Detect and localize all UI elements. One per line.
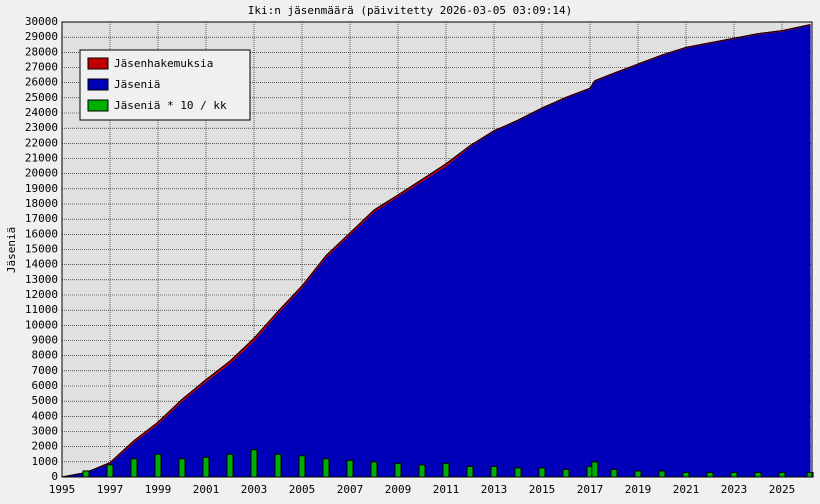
bar [154,453,162,478]
bar [706,471,714,478]
bar [394,462,402,478]
x-tick-label: 2015 [529,483,556,496]
bar [730,471,738,478]
y-tick-label: 29000 [25,30,58,43]
y-tick-label: 6000 [32,379,59,392]
x-tick-label: 2017 [577,483,604,496]
x-tick-label: 1995 [49,483,76,496]
bar [106,464,114,478]
y-tick-label: 5000 [32,394,59,407]
y-tick-label: 22000 [25,136,58,149]
legend-label: Jäseniä * 10 / kk [114,99,227,112]
y-tick-label: 19000 [25,182,58,195]
bar [346,459,354,478]
y-axis-label: Jäseniä [5,227,18,273]
x-tick-label: 2011 [433,483,460,496]
y-tick-label: 4000 [32,409,59,422]
bar [591,461,599,478]
bar [778,471,786,478]
x-tick-label: 2023 [721,483,748,496]
y-tick-label: 11000 [25,303,58,316]
y-tick-label: 26000 [25,76,58,89]
bar [442,462,450,478]
bar [322,458,330,478]
x-tick-label: 2025 [769,483,796,496]
bar [634,470,642,478]
bar [202,456,210,478]
x-tick-label: 1997 [97,483,124,496]
y-tick-label: 8000 [32,349,59,362]
y-tick-label: 25000 [25,91,58,104]
bar [514,467,522,478]
y-tick-label: 14000 [25,258,58,271]
y-tick-label: 24000 [25,106,58,119]
x-tick-label: 1999 [145,483,172,496]
y-tick-label: 17000 [25,212,58,225]
y-tick-label: 13000 [25,273,58,286]
y-tick-label: 28000 [25,45,58,58]
bar [298,455,306,478]
y-tick-label: 15000 [25,243,58,256]
bar [130,458,138,478]
bar [274,453,282,478]
bar [562,468,570,478]
x-tick-label: 2001 [193,483,220,496]
bar [754,471,762,478]
bar [370,461,378,478]
y-tick-label: 30000 [25,15,58,28]
bar [250,449,258,478]
y-tick-label: 7000 [32,364,59,377]
y-tick-label: 20000 [25,167,58,180]
bar [538,467,546,478]
y-tick-label: 23000 [25,121,58,134]
bar [226,453,234,478]
bar [82,470,90,478]
legend-label: Jäsenhakemuksia [114,57,213,70]
y-tick-label: 12000 [25,288,58,301]
x-tick-label: 2021 [673,483,700,496]
bar [490,465,498,478]
y-tick-label: 16000 [25,227,58,240]
x-tick-label: 2003 [241,483,268,496]
y-tick-label: 18000 [25,197,58,210]
y-tick-label: 2000 [32,440,59,453]
y-tick-label: 3000 [32,425,59,438]
chart-title: Iki:n jäsenmäärä (päivitetty 2026-03-05 … [248,4,573,17]
plot-frame [61,21,813,478]
legend-label: Jäseniä [114,78,160,91]
y-tick-label: 10000 [25,318,58,331]
legend-swatch [87,78,109,91]
y-tick-label: 1000 [32,455,59,468]
x-tick-label: 2005 [289,483,316,496]
bar [418,464,426,478]
bar [178,458,186,478]
y-tick-label: 21000 [25,152,58,165]
bar [658,470,666,478]
legend-swatch [87,57,109,70]
y-tick-label: 27000 [25,61,58,74]
x-tick-label: 2009 [385,483,412,496]
y-tick-label: 0 [51,470,58,483]
x-tick-label: 2019 [625,483,652,496]
x-tick-label: 2013 [481,483,508,496]
bar [466,465,474,478]
bar [610,468,618,478]
x-tick-label: 2007 [337,483,364,496]
bar [682,471,690,478]
outline [61,24,811,478]
legend-swatch [87,99,109,112]
y-tick-label: 9000 [32,334,59,347]
